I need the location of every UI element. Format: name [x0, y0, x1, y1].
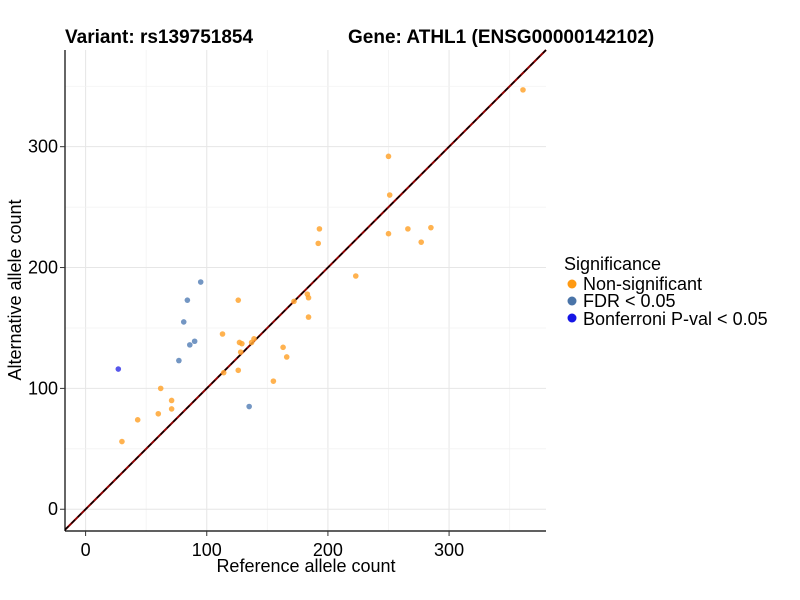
data-point-series-0: [315, 240, 322, 247]
y-tick-label: 200: [28, 258, 58, 278]
data-point-series-0: [237, 349, 244, 355]
x-tick-label: 0: [81, 540, 91, 560]
data-point-series-1: [197, 279, 204, 285]
data-point-series-1: [186, 342, 193, 348]
data-point-series-0: [235, 367, 242, 374]
data-point-series-0: [418, 239, 425, 245]
legend-swatch-non-significant: [567, 279, 577, 289]
data-point-series-2: [115, 366, 122, 372]
data-point-series-0: [385, 153, 392, 160]
legend-swatch-fdr: [567, 296, 577, 306]
data-point-series-1: [180, 319, 187, 325]
data-point-series-0: [157, 385, 164, 392]
data-point-series-0: [251, 336, 257, 342]
x-axis-label: Reference allele count: [216, 556, 395, 576]
data-point-series-0: [283, 354, 290, 360]
data-point-series-0: [168, 397, 175, 404]
data-point-series-1: [176, 357, 182, 364]
x-tick-label: 100: [192, 540, 222, 560]
data-point-series-1: [246, 403, 252, 410]
legend-swatch-bonferroni: [567, 313, 577, 323]
chart-title-gene: Gene: ATHL1 (ENSG00000142102): [348, 27, 654, 48]
data-point-series-0: [520, 87, 526, 93]
data-point-series-0: [239, 340, 245, 347]
data-point-series-0: [155, 410, 162, 417]
data-point-series-0: [405, 226, 411, 232]
legend-label-bonferroni: Bonferroni P-val < 0.05: [583, 309, 768, 329]
data-point-series-0: [385, 230, 392, 237]
x-tick-label: 300: [434, 540, 464, 560]
data-point-series-0: [280, 344, 286, 351]
data-point-series-0: [134, 417, 141, 423]
data-point-series-0: [316, 226, 323, 232]
data-point-series-0: [428, 224, 434, 231]
chart-title-variant: Variant: rs139751854: [65, 27, 253, 48]
data-point-series-0: [119, 438, 125, 445]
data-point-series-0: [270, 378, 277, 384]
data-point-series-0: [168, 406, 175, 412]
axes: [60, 50, 546, 536]
diagonal-lines: [64, 49, 547, 531]
legend-label-non-significant: Non-significant: [583, 274, 702, 294]
data-point-series-0: [291, 298, 297, 305]
y-axis-label: Alternative allele count: [5, 199, 25, 380]
legend: Significance Non-significant FDR < 0.05 …: [564, 254, 768, 329]
data-point-series-0: [352, 273, 359, 279]
legend-label-fdr: FDR < 0.05: [583, 291, 676, 311]
y-tick-label: 100: [28, 378, 58, 398]
y-tick-label: 300: [28, 137, 58, 157]
y-tick-label: 0: [48, 499, 58, 519]
data-point-series-0: [235, 297, 242, 303]
gridlines: [65, 50, 546, 531]
data-point-series-0: [219, 331, 226, 337]
data-point-series-1: [191, 338, 198, 345]
data-point-series-0: [386, 192, 393, 198]
data-point-series-0: [220, 369, 227, 376]
identity-line-red: [64, 49, 547, 531]
x-tick-label: 200: [313, 540, 343, 560]
tick-labels: 0 100 200 300 0 100 200 300: [28, 137, 464, 560]
data-point-series-0: [305, 314, 312, 320]
data-points: [115, 87, 526, 445]
data-point-series-0: [305, 294, 312, 301]
data-point-series-1: [184, 297, 191, 303]
legend-title: Significance: [564, 254, 661, 274]
